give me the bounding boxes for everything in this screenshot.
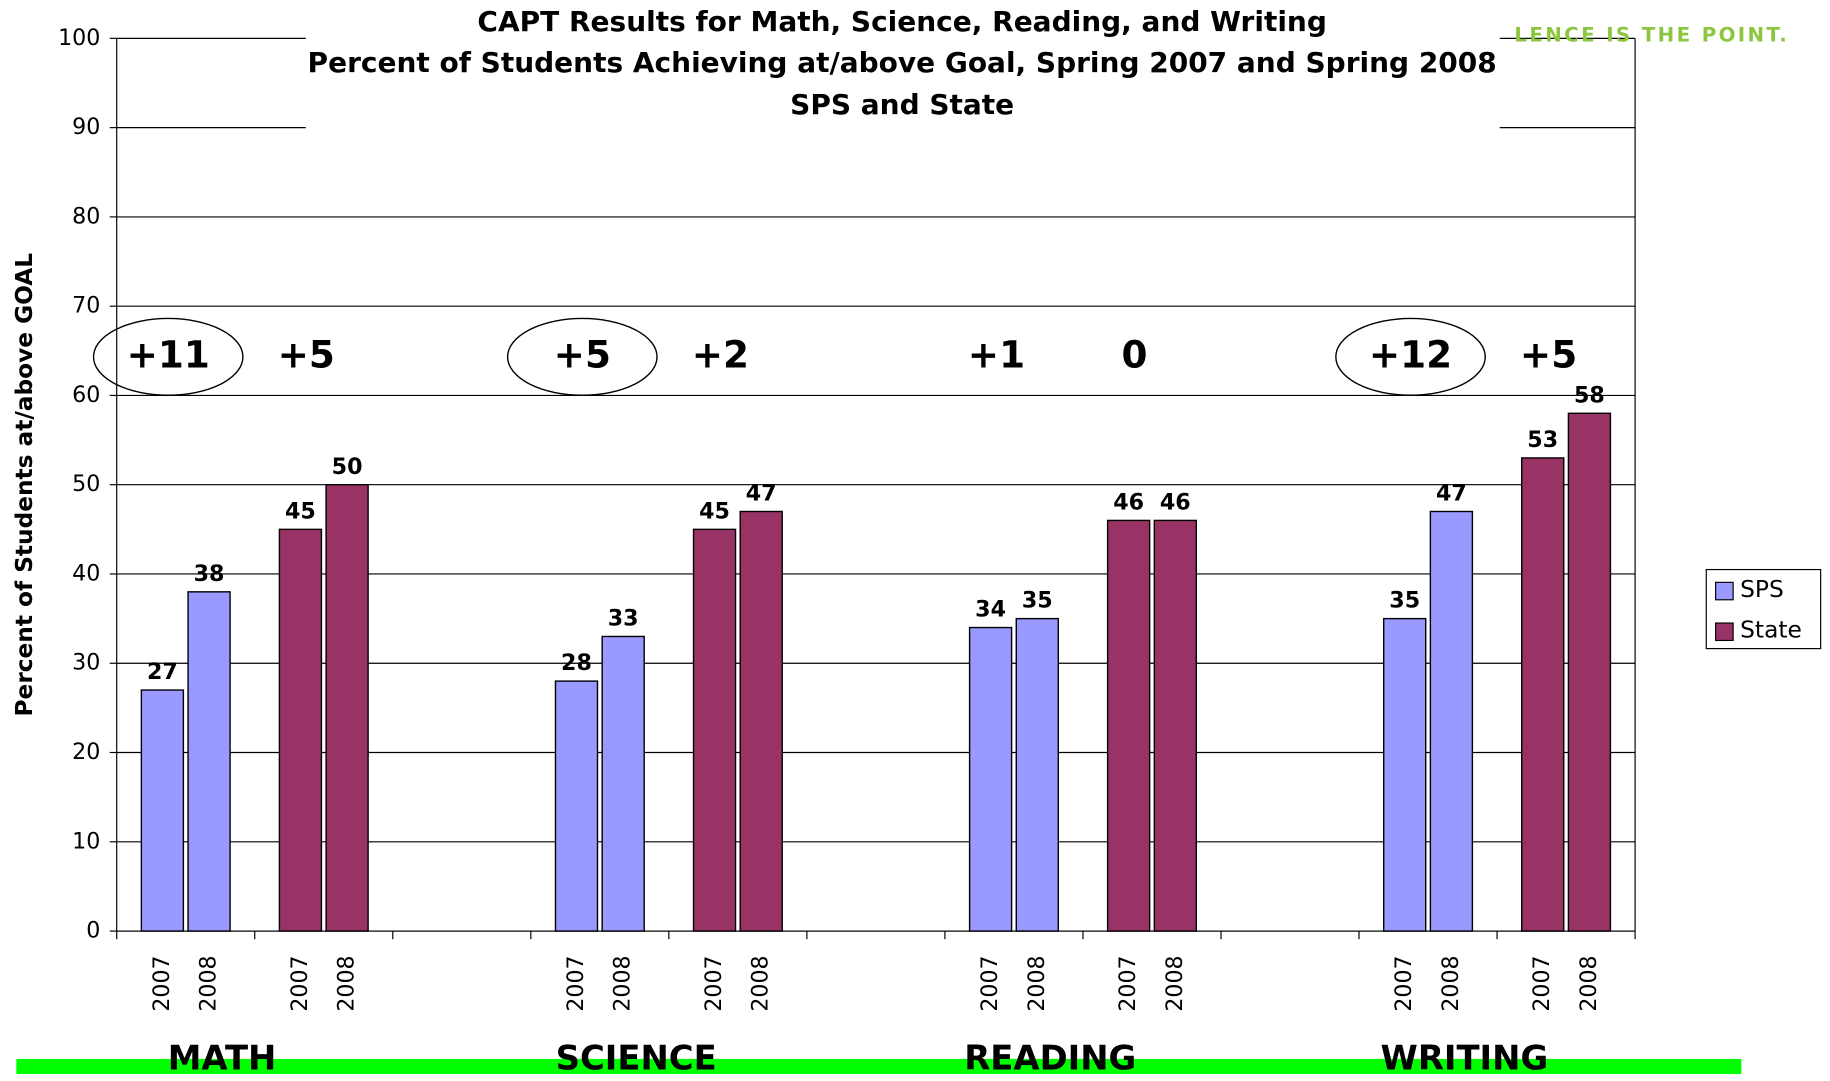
y-tick-label: 30 xyxy=(72,650,100,676)
bar xyxy=(1429,510,1474,932)
value-label: 35 xyxy=(1022,588,1053,614)
year-label: 2008 xyxy=(610,955,636,1011)
bar xyxy=(278,528,323,932)
y-tick-label: 40 xyxy=(72,561,100,587)
category-label: SCIENCE xyxy=(556,1039,717,1078)
bar xyxy=(1153,519,1198,932)
legend-swatch xyxy=(1715,622,1734,642)
change-label: +11 xyxy=(127,332,210,376)
year-label: 2007 xyxy=(563,955,589,1011)
value-label: 47 xyxy=(746,481,777,507)
legend-label: SPS xyxy=(1740,576,1784,603)
title-box xyxy=(305,0,1500,131)
year-label: 2008 xyxy=(1162,955,1188,1011)
year-label: 2007 xyxy=(1529,955,1555,1011)
change-label: +2 xyxy=(692,332,749,376)
value-label: 28 xyxy=(561,650,592,676)
value-label: 27 xyxy=(147,659,178,685)
bar xyxy=(140,689,185,932)
value-label: 53 xyxy=(1527,427,1558,453)
bar xyxy=(1015,617,1059,932)
legend-label: State xyxy=(1740,617,1802,644)
y-tick-label: 60 xyxy=(72,382,100,408)
value-label: 33 xyxy=(608,606,639,632)
bar xyxy=(1521,457,1565,932)
value-label: 46 xyxy=(1160,490,1191,516)
value-label: 47 xyxy=(1436,481,1467,507)
year-label: 2007 xyxy=(1391,955,1417,1011)
year-label: 2008 xyxy=(1576,955,1602,1011)
bar xyxy=(1567,412,1612,932)
year-label: 2007 xyxy=(1115,955,1141,1011)
year-label: 2007 xyxy=(701,955,727,1011)
chart-title: SPS and State xyxy=(790,88,1014,121)
change-label: +12 xyxy=(1369,332,1452,376)
y-tick-label: 90 xyxy=(72,114,100,140)
bar xyxy=(187,591,231,932)
y-tick-label: 20 xyxy=(72,739,100,765)
chart-title: CAPT Results for Math, Science, Reading,… xyxy=(477,5,1326,38)
y-tick-label: 50 xyxy=(72,471,100,497)
year-label: 2008 xyxy=(334,955,360,1011)
category-label: WRITING xyxy=(1381,1039,1549,1078)
bar xyxy=(739,510,783,932)
bar xyxy=(554,680,599,932)
y-axis-label: Percent of Students at/above GOAL xyxy=(11,253,38,717)
y-tick-label: 0 xyxy=(86,918,100,944)
year-label: 2008 xyxy=(196,955,222,1011)
year-label: 2007 xyxy=(287,955,313,1011)
change-label: +5 xyxy=(1520,332,1577,376)
value-label: 45 xyxy=(285,498,316,524)
bar xyxy=(1382,617,1427,932)
year-label: 2007 xyxy=(149,955,175,1011)
year-label: 2008 xyxy=(1438,955,1464,1011)
change-label: +5 xyxy=(554,332,611,376)
value-label: 45 xyxy=(699,498,730,524)
change-label: +5 xyxy=(278,332,335,376)
bar xyxy=(968,626,1013,932)
legend-swatch xyxy=(1715,581,1734,601)
year-label: 2008 xyxy=(1024,955,1050,1011)
y-tick-label: 10 xyxy=(72,828,100,854)
change-label: +1 xyxy=(968,332,1025,376)
footer-bar xyxy=(16,1058,1742,1075)
value-label: 46 xyxy=(1113,490,1144,516)
value-label: 38 xyxy=(194,561,225,587)
change-circle xyxy=(92,317,244,396)
value-label: 34 xyxy=(975,597,1006,623)
value-label: 35 xyxy=(1389,588,1420,614)
category-label: READING xyxy=(964,1039,1136,1078)
year-label: 2007 xyxy=(977,955,1003,1011)
chart-title: Percent of Students Achieving at/above G… xyxy=(308,46,1497,79)
y-tick-label: 100 xyxy=(58,25,100,51)
bar xyxy=(325,484,369,932)
value-label: 58 xyxy=(1574,382,1605,408)
bar xyxy=(1106,519,1151,932)
value-label: 50 xyxy=(332,454,363,480)
change-label: 0 xyxy=(1121,332,1147,376)
y-tick-label: 70 xyxy=(72,293,100,319)
watermark: LENCE IS THE POINT. xyxy=(1514,24,1789,47)
category-label: MATH xyxy=(168,1039,277,1078)
bar xyxy=(601,635,645,932)
year-label: 2008 xyxy=(748,955,774,1011)
y-tick-label: 80 xyxy=(72,203,100,229)
bar xyxy=(692,528,737,932)
change-circle xyxy=(1335,317,1486,396)
change-circle xyxy=(506,317,658,396)
